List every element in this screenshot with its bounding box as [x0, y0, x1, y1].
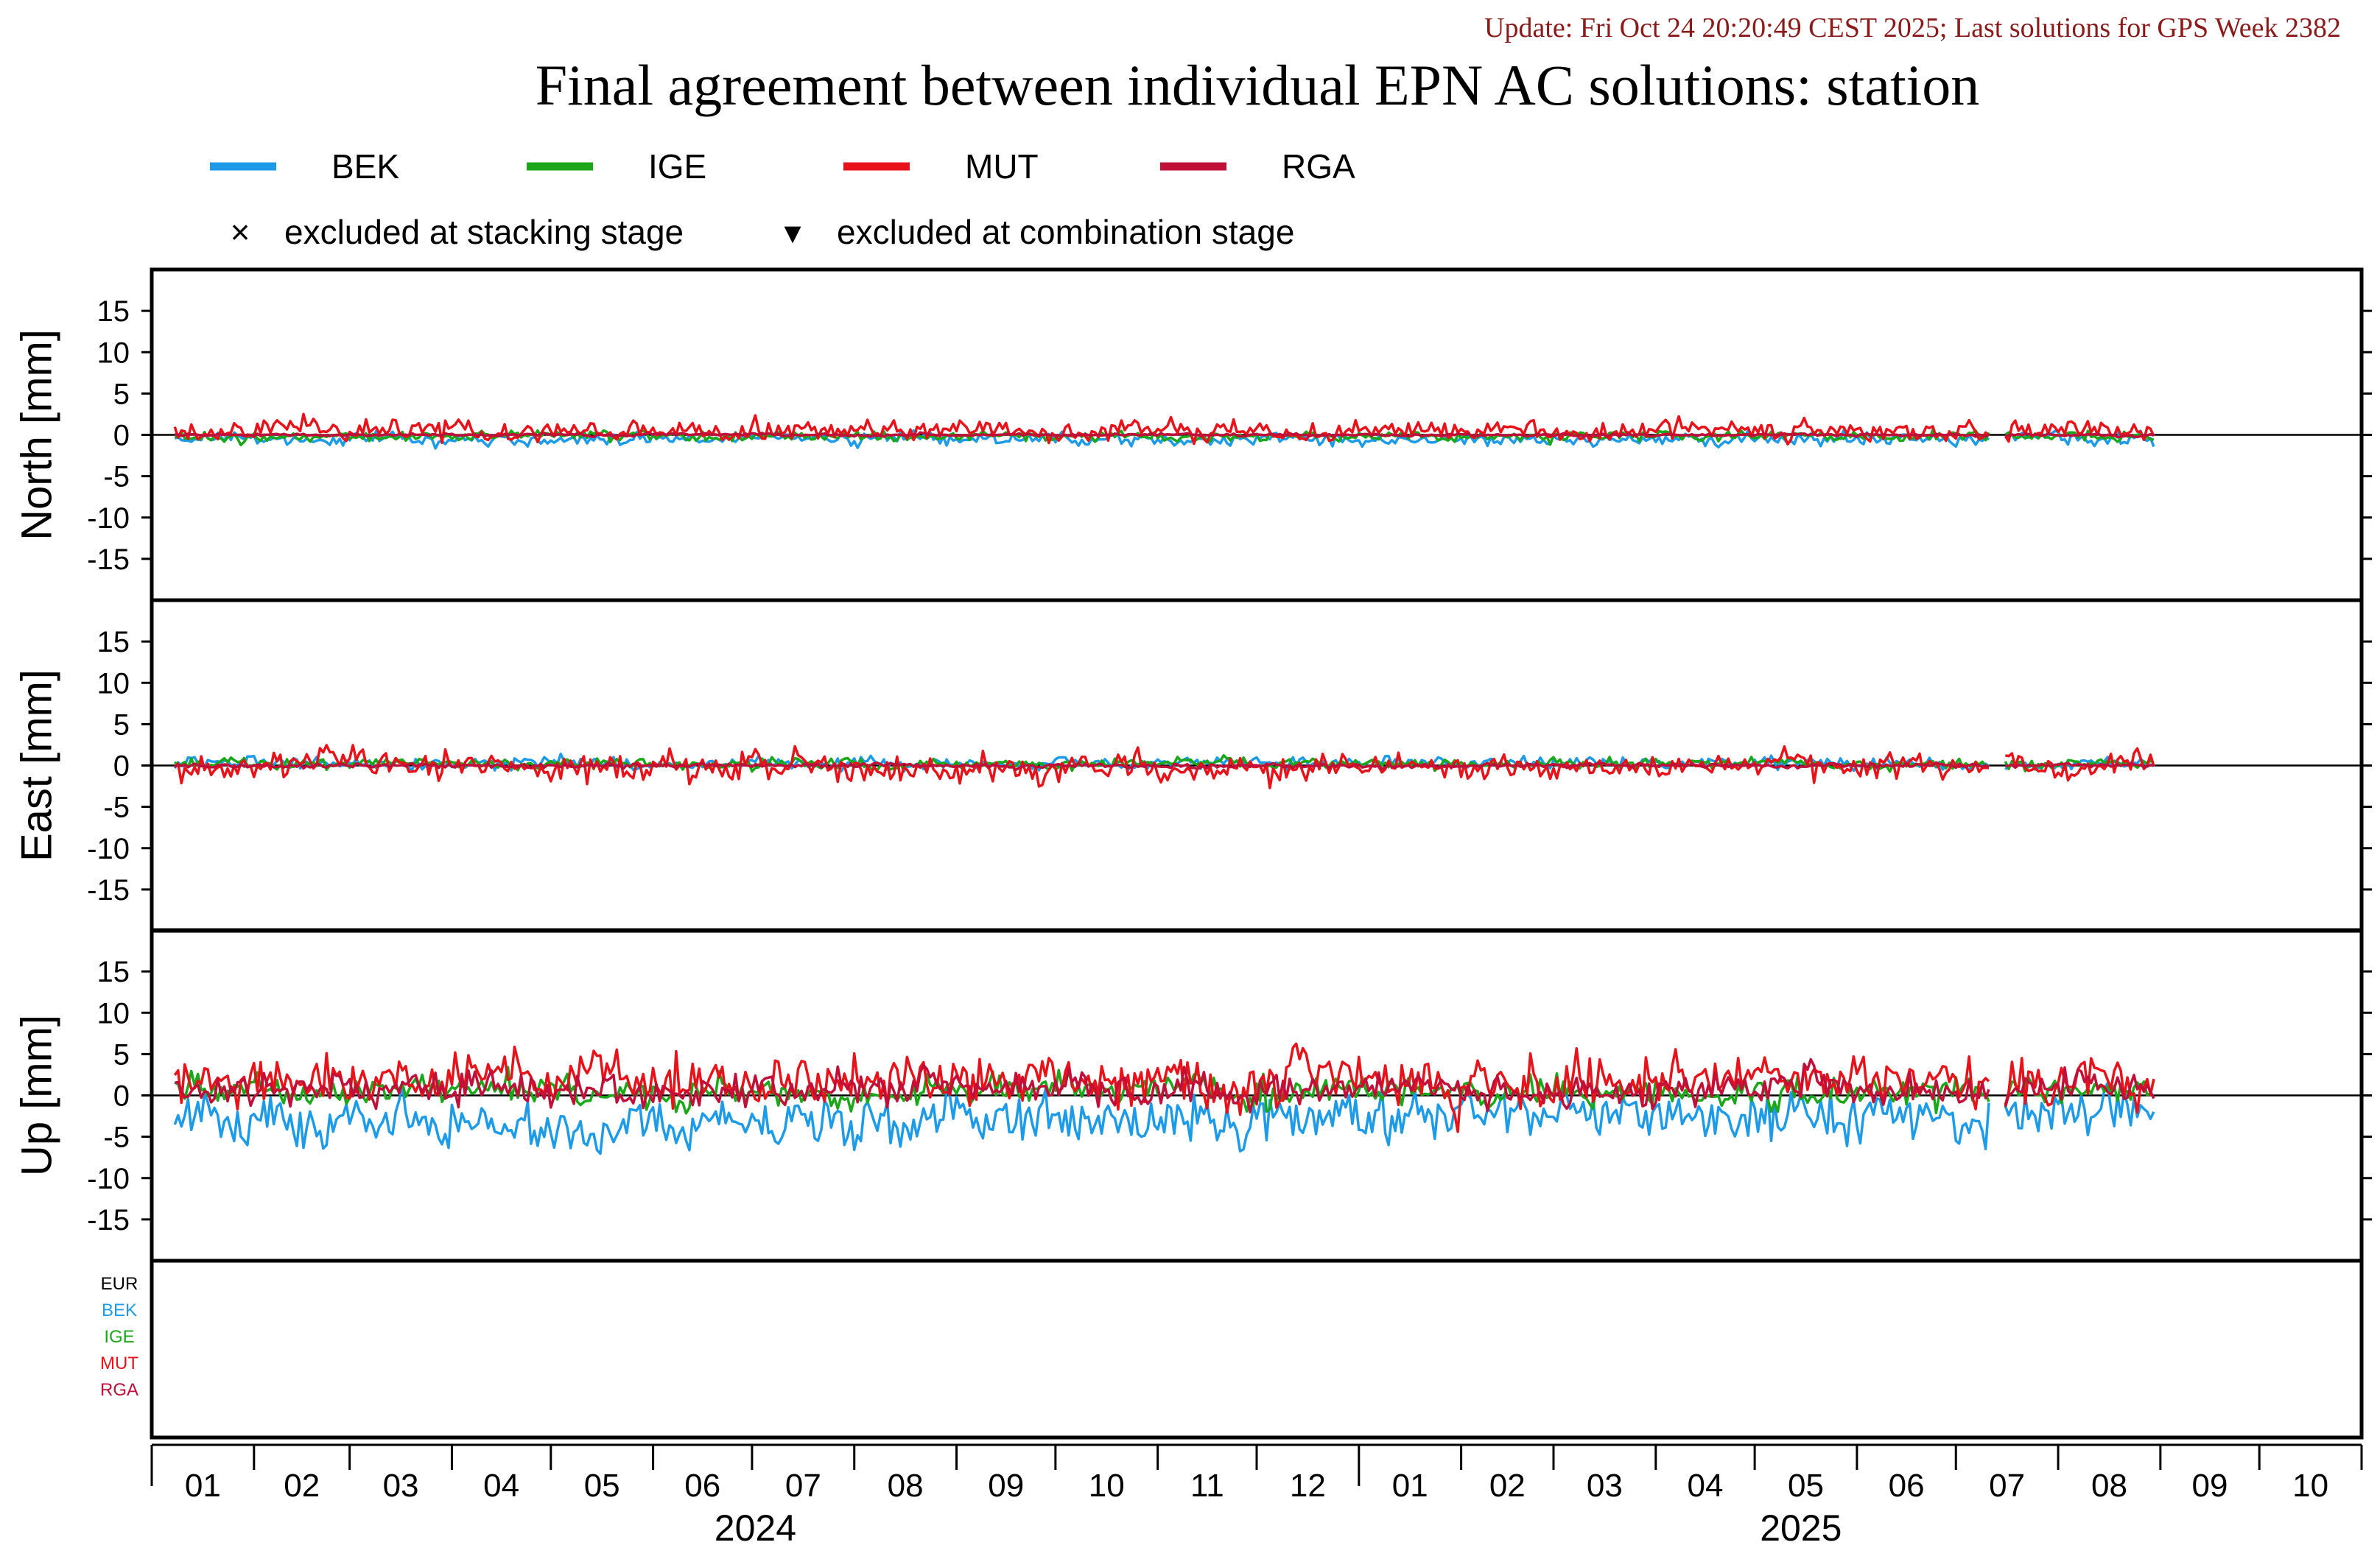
x-axis: 01 02 03 04 05 06 07 08 09 10 11 12 01 02 03 04 05 06 07 08…: [150, 1443, 2363, 1545]
y-axis-label: North [mm]: [13, 329, 61, 541]
y-tick-label: 5: [113, 708, 130, 741]
legend: BEK IGE MUT RGA: [210, 147, 1355, 186]
panel-east: 15 10 5 0 -5 -10 -15 East [mm]: [13, 598, 2372, 933]
legend-combination-label: excluded at combination stage: [837, 213, 1294, 251]
x-month-label: 01: [1392, 1468, 1428, 1504]
x-month-label: 05: [584, 1468, 620, 1504]
x-year-label: 2024: [715, 1507, 796, 1545]
x-month-label: 01: [185, 1468, 221, 1504]
y-tick-label: 10: [97, 337, 130, 369]
legend-excluded-stacking: × excluded at stacking stage: [231, 213, 684, 251]
y-axis-label: Up [mm]: [13, 1015, 61, 1176]
y-tick-label: -15: [87, 543, 130, 576]
x-year-label: 2025: [1760, 1507, 1842, 1545]
y-tick-label: -10: [87, 502, 130, 535]
x-month-label: 09: [988, 1468, 1024, 1504]
legend-item-ige: IGE: [527, 147, 706, 186]
y-tick-label: 15: [97, 626, 130, 658]
y-tick-label: 5: [113, 378, 130, 410]
x-month-label: 04: [1687, 1468, 1723, 1504]
y-tick-label: 10: [97, 997, 130, 1030]
x-month-label: 04: [483, 1468, 519, 1504]
y-tick-label: -15: [87, 874, 130, 907]
ac-name-rga: RGA: [100, 1380, 138, 1400]
y-tick-label: 0: [113, 420, 130, 452]
station-panel-frame: [150, 1259, 2364, 1440]
x-month-label: 06: [684, 1468, 720, 1504]
stacking-marker-icon: ×: [231, 213, 250, 251]
legend-label: BEK: [331, 147, 399, 186]
y-tick-label: -10: [87, 833, 130, 865]
x-month-label: 10: [1089, 1468, 1125, 1504]
y-tick-label: 0: [113, 1080, 130, 1113]
ac-name-bek: BEK: [102, 1301, 137, 1320]
y-tick-label: 5: [113, 1038, 130, 1071]
combination-marker-icon: ▾: [784, 213, 801, 251]
legend-label: IGE: [648, 147, 706, 186]
x-month-label: 12: [1290, 1468, 1326, 1504]
chart-panels: 15 10 5 0 -5 -10 -15 North [mm] 15 10 5 0 -5 -10 -15 Ea…: [13, 267, 2372, 1263]
x-month-label: 06: [1889, 1468, 1925, 1504]
x-month-label: 03: [1587, 1468, 1623, 1504]
series-rga: [175, 1057, 2155, 1113]
chart-title: Final agreement between individual EPN A…: [536, 53, 1980, 117]
y-tick-label: -10: [87, 1163, 130, 1195]
x-month-label: 02: [1489, 1468, 1526, 1504]
x-month-label: 10: [2292, 1468, 2328, 1504]
legend-item-mut: MUT: [843, 147, 1039, 186]
ac-name-list: EUR BEK IGE MUT RGA: [100, 1259, 2364, 1440]
y-tick-label: 15: [97, 295, 130, 328]
series-rga: [174, 761, 2155, 772]
panel-north: 15 10 5 0 -5 -10 -15 North [mm]: [13, 267, 2372, 602]
x-month-label: 03: [383, 1468, 419, 1504]
x-month-label: 07: [785, 1468, 821, 1504]
y-axis-label: East [mm]: [13, 669, 61, 862]
x-month-label: 02: [284, 1468, 320, 1504]
panel-up: 15 10 5 0 -5 -10 -15 Up [mm]: [13, 928, 2372, 1263]
x-month-label: 08: [888, 1468, 924, 1504]
x-month-label: 08: [2091, 1468, 2127, 1504]
update-timestamp: Update: Fri Oct 24 20:20:49 CEST 2025; L…: [1484, 13, 2341, 43]
y-tick-label: 15: [97, 956, 130, 988]
y-tick-label: -15: [87, 1204, 130, 1236]
x-month-label: 07: [1989, 1468, 2025, 1504]
y-tick-label: -5: [103, 461, 130, 493]
legend-item-rga: RGA: [1160, 147, 1355, 186]
legend-label: RGA: [1282, 147, 1355, 186]
ac-name-eur: EUR: [101, 1274, 138, 1294]
x-month-label: 09: [2192, 1468, 2228, 1504]
y-tick-label: 10: [97, 667, 130, 700]
legend-item-bek: BEK: [210, 147, 399, 186]
ac-name-ige: IGE: [104, 1327, 134, 1347]
ac-name-mut: MUT: [100, 1354, 138, 1373]
y-tick-label: -5: [103, 1122, 130, 1154]
legend-label: MUT: [965, 147, 1039, 186]
series-rga: [175, 431, 2155, 439]
x-month-label: 05: [1788, 1468, 1824, 1504]
x-month-label: 11: [1190, 1468, 1224, 1504]
legend-stacking-label: excluded at stacking stage: [284, 213, 684, 251]
series-bek: [173, 1082, 2155, 1155]
y-tick-label: 0: [113, 750, 130, 783]
y-tick-label: -5: [103, 792, 130, 824]
legend-excluded-combination: ▾ excluded at combination stage: [784, 213, 1294, 251]
